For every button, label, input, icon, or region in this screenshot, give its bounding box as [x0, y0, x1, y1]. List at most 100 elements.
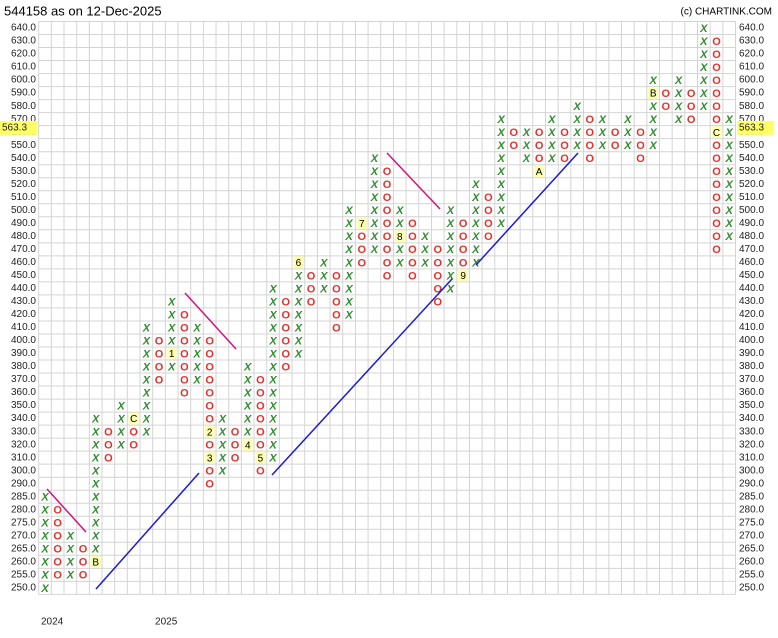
o-box: O [712, 49, 721, 61]
y-tick-label: 440.0 [11, 283, 36, 294]
x-box: X [192, 335, 201, 347]
o-box: O [383, 218, 392, 230]
month-marker: B [650, 89, 657, 100]
month-marker: 7 [359, 219, 365, 230]
x-box: X [294, 270, 303, 282]
x-box: X [344, 296, 353, 308]
o-box: O [636, 140, 645, 152]
month-marker: 1 [169, 349, 175, 360]
o-box: O [281, 361, 290, 373]
y-tick-label: 460.0 [739, 257, 764, 268]
y-tick-label: 610.0 [11, 62, 36, 73]
x-box: X [344, 205, 353, 217]
y-tick-label: 430.0 [739, 296, 764, 307]
o-box: O [408, 244, 417, 256]
o-box: O [712, 166, 721, 178]
y-tick-label: 420.0 [11, 309, 36, 320]
x-box: X [294, 322, 303, 334]
o-box: O [433, 244, 442, 256]
o-box: O [205, 479, 214, 491]
y-tick-label: 610.0 [739, 62, 764, 73]
o-box: O [408, 231, 417, 243]
o-box: O [662, 101, 671, 113]
x-box: X [268, 374, 277, 386]
o-box: O [104, 427, 113, 439]
month-marker-box [204, 425, 215, 438]
trend-lines [46, 152, 579, 590]
o-box: O [53, 518, 62, 530]
x-box: X [218, 466, 227, 478]
o-box: O [332, 309, 341, 321]
source: (c) CHARTINK.COM [681, 7, 772, 18]
y-tick-label: 590.0 [739, 88, 764, 99]
o-box: O [712, 153, 721, 165]
o-box: O [332, 283, 341, 295]
x-box: X [192, 361, 201, 373]
x-box: X [725, 114, 734, 126]
o-box: O [205, 335, 214, 347]
x-box: X [91, 466, 100, 478]
o-box: O [155, 348, 164, 360]
x-box: X [446, 205, 455, 217]
y-tick-label: 250.0 [11, 583, 36, 594]
o-box: O [180, 348, 189, 360]
x-box: X [496, 218, 505, 230]
x-box: X [344, 270, 353, 282]
x-box: X [344, 257, 353, 269]
y-tick-label: 290.0 [739, 478, 764, 489]
x-box: X [699, 36, 708, 48]
o-box: O [459, 257, 468, 269]
grid [38, 20, 737, 595]
x-box: X [598, 140, 607, 152]
x-box: X [471, 257, 480, 269]
y-tick-label: 400.0 [739, 335, 764, 346]
month-marker: B [92, 557, 99, 568]
x-box: X [522, 153, 531, 165]
o-box: O [433, 283, 442, 295]
o-box: O [636, 153, 645, 165]
o-box: O [383, 179, 392, 191]
x-box: X [547, 114, 556, 126]
x-box: X [66, 544, 75, 556]
y-tick-label: 350.0 [11, 400, 36, 411]
x-box: X [446, 218, 455, 230]
x-box: X [91, 440, 100, 452]
y-tick-label: 490.0 [739, 218, 764, 229]
month-marker: C [130, 414, 137, 425]
y-tick-label: 470.0 [739, 244, 764, 255]
o-box: O [712, 36, 721, 48]
y-tick-label: 285.0 [11, 491, 36, 502]
x-box: X [648, 140, 657, 152]
o-box: O [459, 231, 468, 243]
x-box: X [547, 153, 556, 165]
x-box: X [268, 387, 277, 399]
x-box: X [116, 414, 125, 426]
o-box: O [712, 62, 721, 74]
x-box: X [648, 75, 657, 87]
y-tick-label: 350.0 [739, 400, 764, 411]
y-tick-label: 470.0 [11, 244, 36, 255]
y-tick-label: 310.0 [739, 452, 764, 463]
x-box: X [192, 374, 201, 386]
x-box: X [344, 283, 353, 295]
resistance-line [184, 292, 237, 350]
o-box: O [611, 127, 620, 139]
x-box: X [674, 114, 683, 126]
month-marker-box [534, 165, 545, 178]
o-box: O [383, 231, 392, 243]
o-box: O [535, 127, 544, 139]
x-box: X [522, 140, 531, 152]
x-box: X [598, 114, 607, 126]
o-box: O [129, 427, 138, 439]
y-tick-label: 500.0 [11, 205, 36, 216]
x-box: X [395, 244, 404, 256]
o-box: O [180, 387, 189, 399]
x-box: X [91, 531, 100, 543]
month-marker-box [356, 217, 367, 230]
x-box: X [142, 335, 151, 347]
y-tick-label: 260.0 [11, 556, 36, 567]
x-box: X [268, 440, 277, 452]
o-box: O [586, 114, 595, 126]
y-tick-label: 420.0 [739, 309, 764, 320]
